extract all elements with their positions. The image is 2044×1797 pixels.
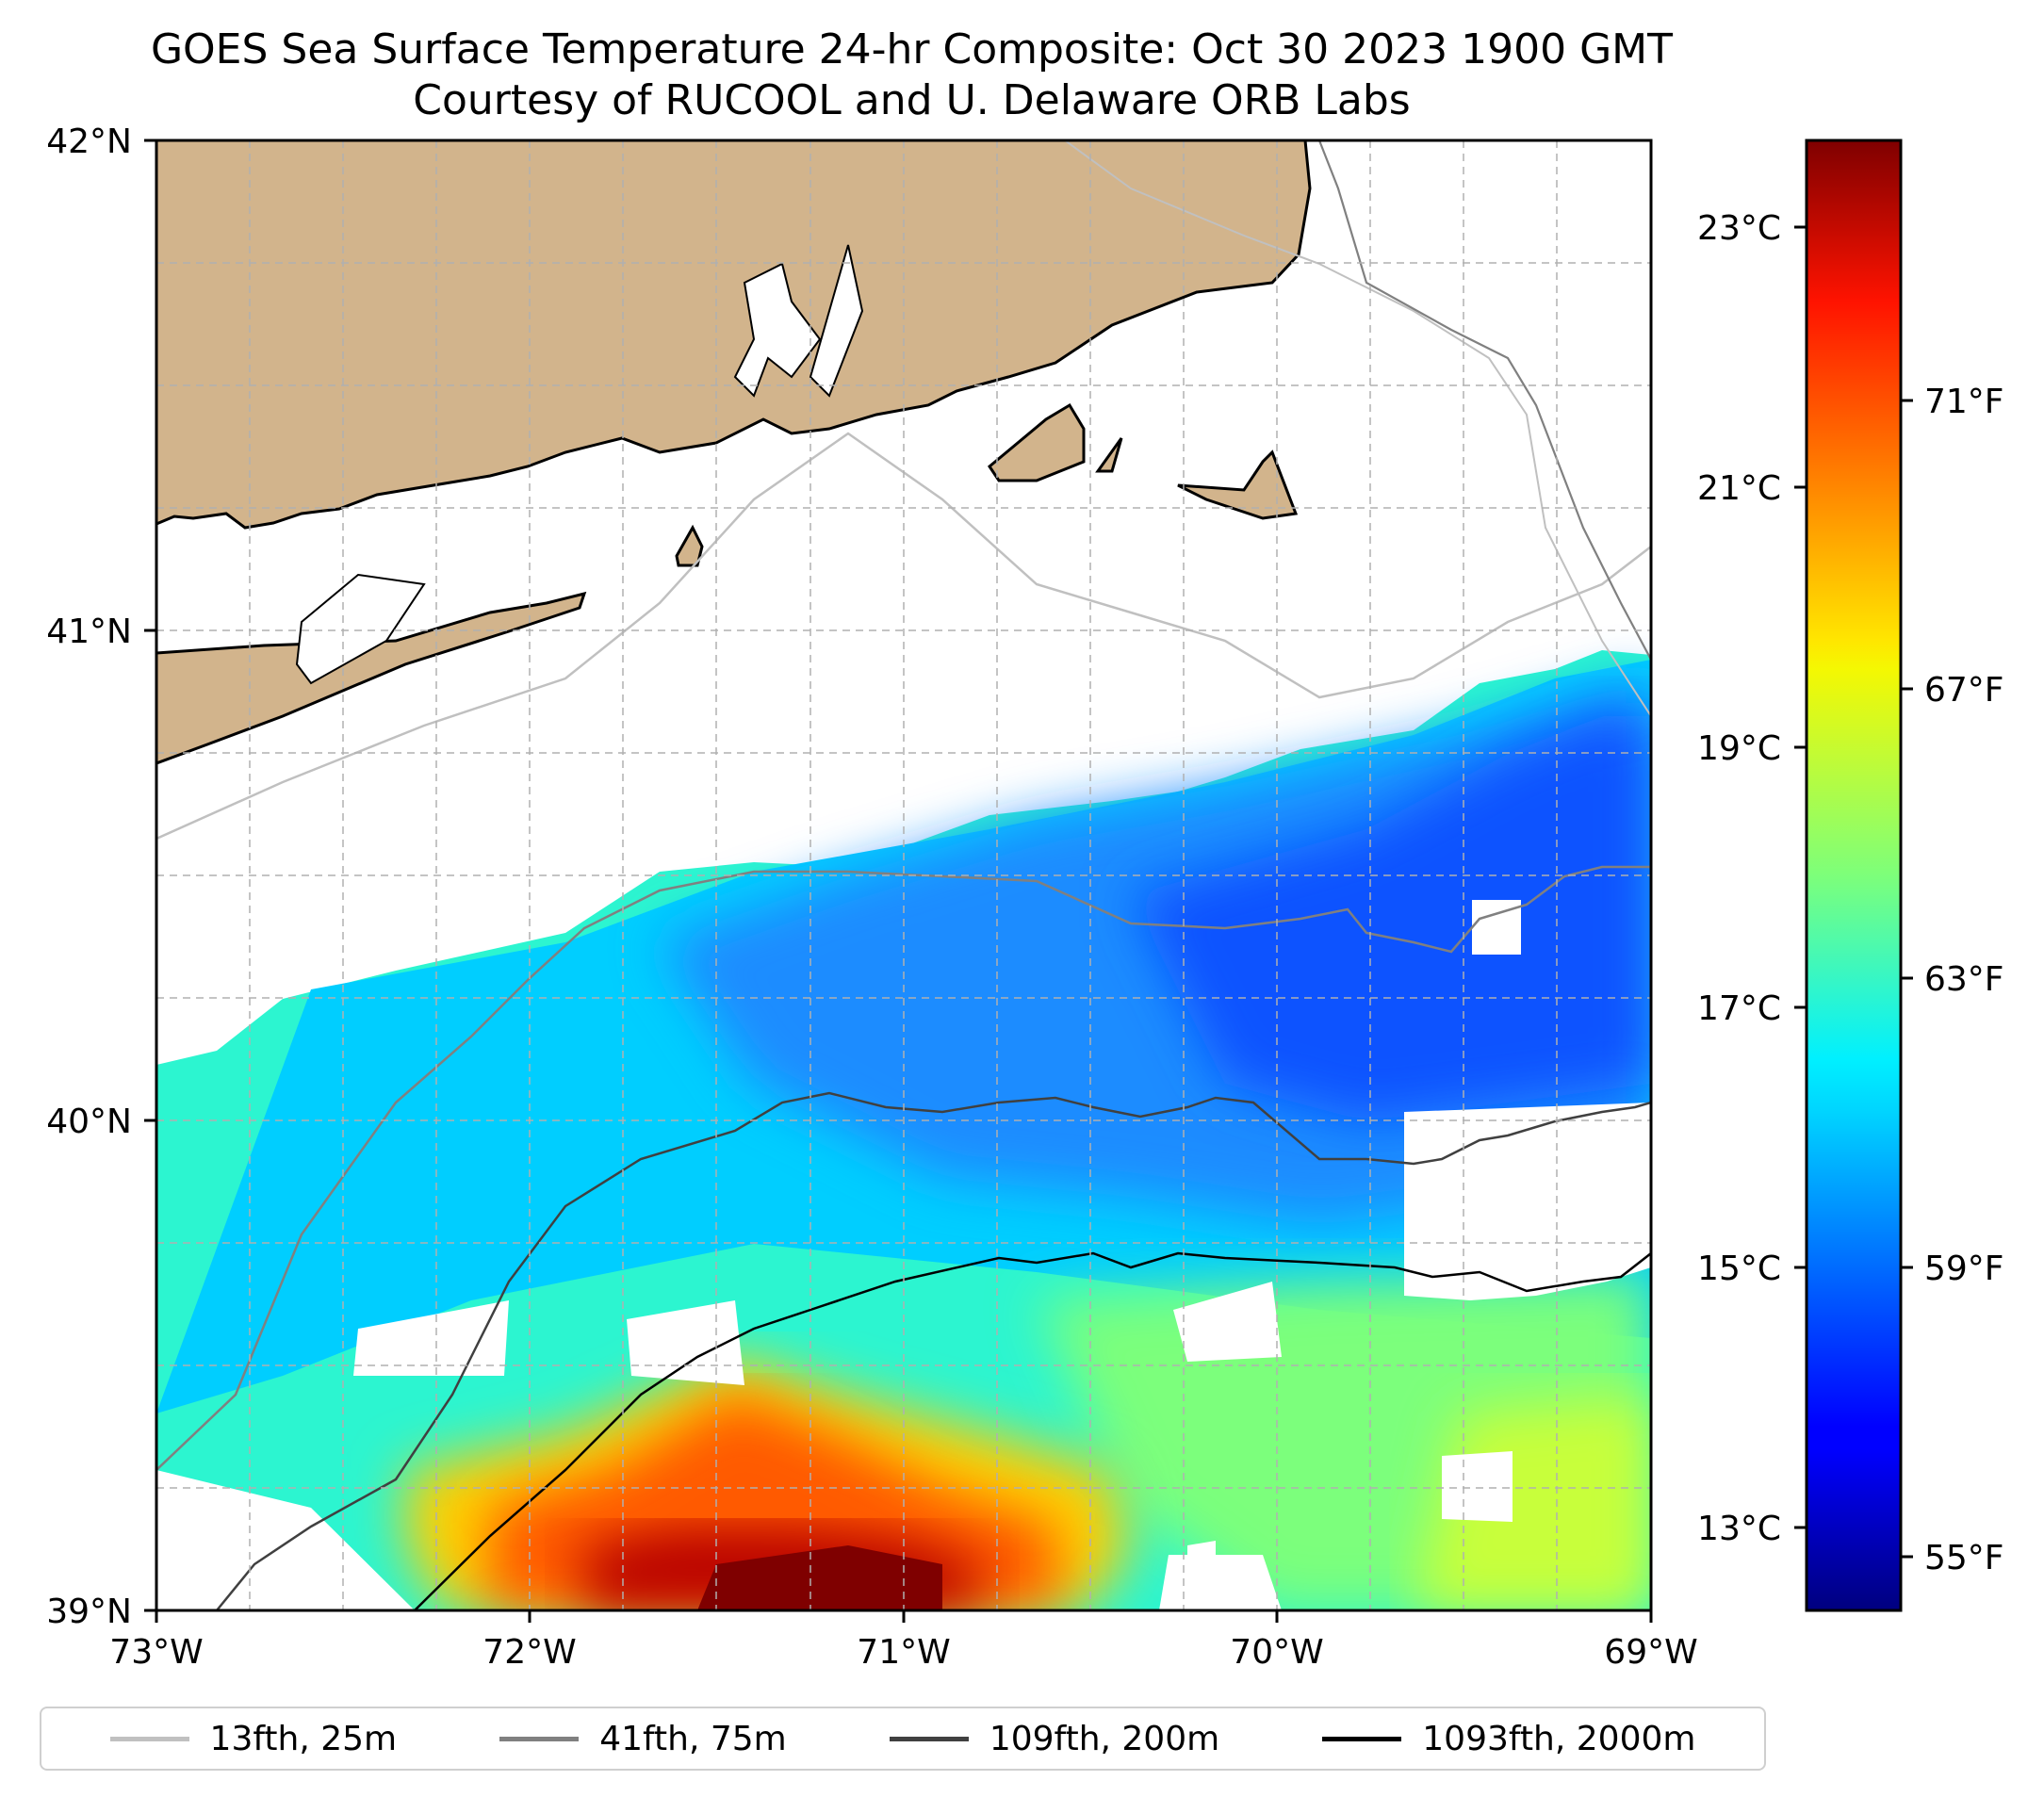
lat-label-41n: 41°N: [46, 613, 132, 651]
legend-swatch-75m: [499, 1736, 580, 1741]
depth-legend: 13fth, 25m 41fth, 75m 109fth, 200m 1093f…: [40, 1707, 1766, 1771]
map-subtitle: Courtesy of RUCOOL and U. Delaware ORB L…: [413, 76, 1411, 124]
lon-label-72w: 72°W: [482, 1633, 576, 1672]
lon-label-70w: 70°W: [1230, 1633, 1323, 1672]
cbar-label-67f: 67°F: [1924, 671, 2004, 710]
axis-ticks: [144, 139, 1653, 1623]
lon-label-69w: 69°W: [1604, 1633, 1697, 1672]
graticule: [156, 140, 1651, 1610]
legend-swatch-25m: [109, 1736, 189, 1741]
cbar-label-19c: 19°C: [1697, 729, 1781, 768]
bathymetry-contours: [156, 140, 1651, 1610]
lat-label-42n: 42°N: [46, 123, 132, 161]
colorbar: [1805, 139, 1903, 1612]
inland-waters: [295, 244, 864, 685]
lon-label-73w: 73°W: [109, 1633, 203, 1672]
cbar-label-71f: 71°F: [1924, 383, 2004, 421]
cbar-label-21c: 21°C: [1697, 469, 1781, 508]
cbar-label-63f: 63°F: [1924, 960, 2004, 999]
legend-label-200m: 109fth, 200m: [989, 1719, 1220, 1758]
lat-label-40n: 40°N: [46, 1103, 132, 1141]
legend-item-200m: 109fth, 200m: [889, 1719, 1220, 1758]
colorbar-celsius-labels: 23°C 21°C 19°C 17°C 15°C 13°C: [1697, 209, 1781, 1548]
legend-swatch-200m: [889, 1736, 969, 1741]
map-area: [156, 140, 1651, 1610]
cbar-label-17c: 17°C: [1697, 989, 1781, 1028]
latitude-labels: 42°N 41°N 40°N 39°N: [46, 123, 132, 1631]
colorbar-ticks: [1794, 225, 1913, 1559]
legend-item-75m: 41fth, 75m: [499, 1720, 787, 1758]
cbar-label-59f: 59°F: [1924, 1250, 2004, 1288]
lon-label-71w: 71°W: [857, 1633, 950, 1672]
lat-label-39n: 39°N: [46, 1593, 132, 1631]
legend-swatch-2000m: [1322, 1736, 1402, 1741]
legend-label-25m: 13fth, 25m: [209, 1719, 398, 1758]
cbar-label-55f: 55°F: [1924, 1539, 2004, 1577]
colorbar-fahrenheit-labels: 71°F 67°F 63°F 59°F 55°F: [1924, 383, 2004, 1577]
cbar-label-23c: 23°C: [1697, 209, 1781, 248]
map-title: GOES Sea Surface Temperature 24-hr Compo…: [150, 25, 1674, 74]
legend-label-75m: 41fth, 75m: [599, 1719, 787, 1758]
legend-label-2000m: 1093fth, 2000m: [1422, 1719, 1696, 1758]
cbar-label-13c: 13°C: [1697, 1510, 1781, 1548]
cbar-label-15c: 15°C: [1697, 1250, 1781, 1288]
longitude-labels: 73°W 72°W 71°W 70°W 69°W: [109, 1633, 1697, 1672]
legend-item-2000m: 1093fth, 2000m: [1322, 1720, 1695, 1758]
legend-item-25m: 13fth, 25m: [109, 1719, 398, 1758]
